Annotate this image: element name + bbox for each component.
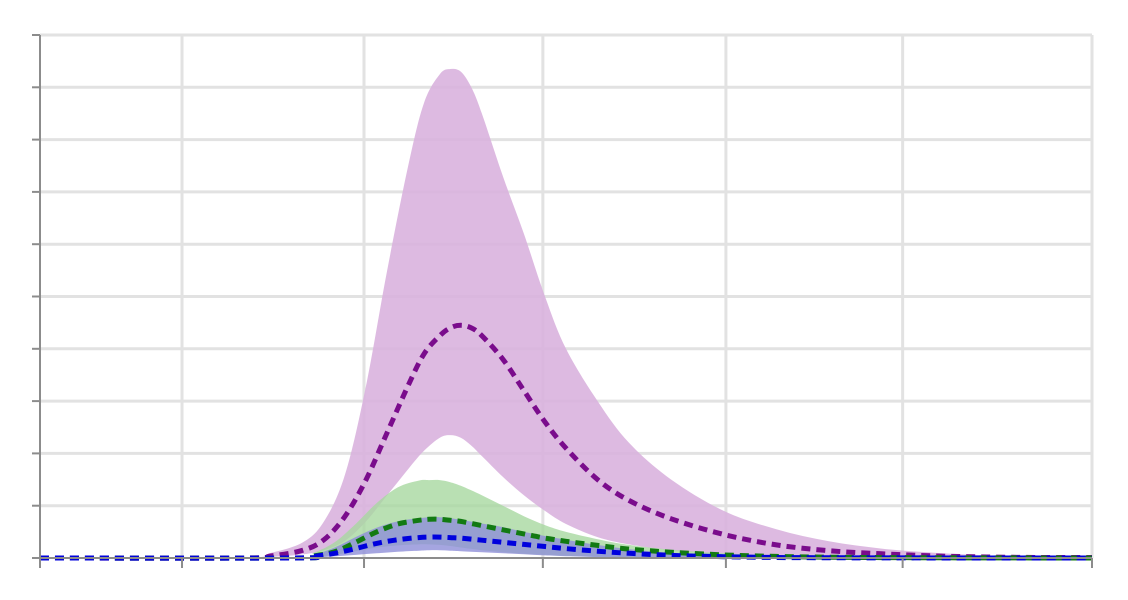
axis-ticks xyxy=(32,34,1093,568)
series-line-purple xyxy=(39,322,1093,561)
axes xyxy=(39,35,1092,568)
band-purple xyxy=(40,68,1092,559)
uncertainty-bands xyxy=(40,68,1092,559)
band-blue xyxy=(40,517,1092,559)
